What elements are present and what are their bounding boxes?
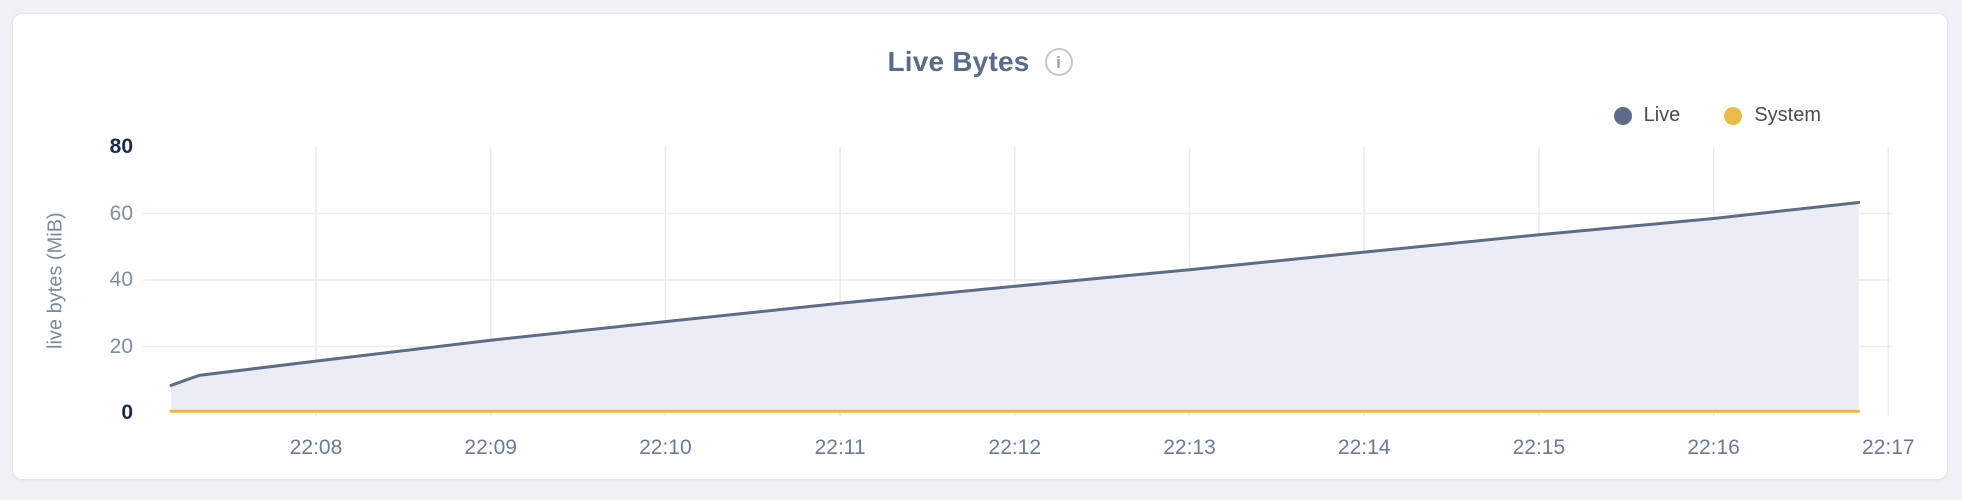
y-tick-label: 80 — [109, 135, 133, 158]
x-tick-label: 22:16 — [1687, 436, 1740, 459]
x-tick-label: 22:11 — [814, 436, 866, 459]
y-tick-label: 40 — [109, 268, 133, 291]
legend-item-live[interactable]: Live — [1613, 104, 1681, 127]
x-tick-label: 22:10 — [639, 436, 692, 459]
legend-dot-live — [1613, 106, 1632, 125]
y-tick-label: 60 — [109, 201, 133, 225]
live-bytes-metrics-card: Live Bytes i Live System live bytes (MiB)… — [12, 13, 1948, 480]
x-tick-label: 22:09 — [464, 436, 517, 459]
legend-item-system[interactable]: System — [1724, 104, 1821, 127]
chart-header: Live Bytes i — [13, 46, 1947, 78]
x-tick-label: 22:15 — [1512, 436, 1566, 459]
x-tick-label: 22:08 — [289, 436, 343, 459]
legend-dot-system — [1724, 106, 1743, 125]
legend-label: System — [1754, 104, 1821, 126]
x-tick-label: 22:17 — [1862, 436, 1915, 459]
x-tick-label: 22:12 — [988, 436, 1042, 459]
x-tick-label: 22:13 — [1163, 436, 1216, 459]
series-area-live — [171, 202, 1859, 413]
info-icon[interactable]: i — [1044, 48, 1073, 76]
chart-legend: Live System — [1613, 104, 1821, 127]
chart-title: Live Bytes — [887, 46, 1030, 77]
y-tick-label: 0 — [121, 401, 133, 424]
y-tick-label: 20 — [109, 334, 133, 358]
chart-plot-area[interactable] — [13, 14, 1949, 481]
series-line-live — [169, 201, 1861, 387]
x-tick-label: 22:14 — [1337, 436, 1391, 459]
legend-label: Live — [1643, 104, 1681, 126]
